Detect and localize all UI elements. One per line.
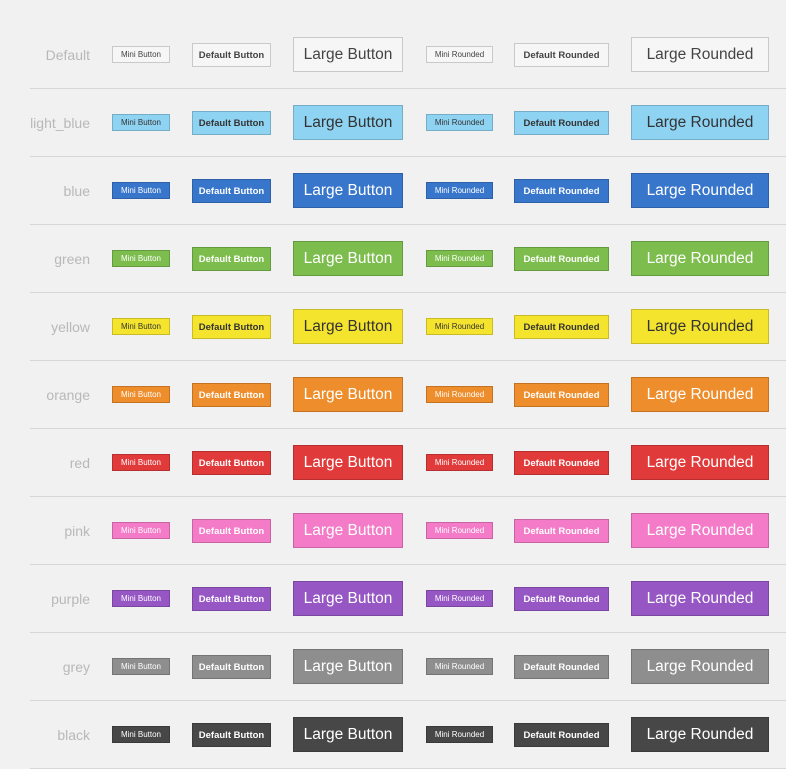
row-label: orange xyxy=(46,387,90,403)
large-button[interactable]: Large Button xyxy=(293,581,403,616)
default-rounded-button[interactable]: Default Rounded xyxy=(514,587,609,611)
mini-rounded-button[interactable]: Mini Rounded xyxy=(426,318,493,335)
button-row: purple Mini Button Default Button Large But… xyxy=(30,565,786,633)
default-button[interactable]: Default Button xyxy=(192,451,271,475)
large-rounded-button[interactable]: Large Rounded xyxy=(631,173,769,208)
mini-button[interactable]: Mini Button xyxy=(112,386,170,403)
mini-rounded-button[interactable]: Mini Rounded xyxy=(426,182,493,199)
button-row: pink Mini Button Default Button Large Butto… xyxy=(30,497,786,565)
button-row: red Mini Button Default Button Large Button… xyxy=(30,429,786,497)
default-rounded-button[interactable]: Default Rounded xyxy=(514,247,609,271)
large-rounded-button[interactable]: Large Rounded xyxy=(631,309,769,344)
mini-rounded-button[interactable]: Mini Rounded xyxy=(426,522,493,539)
mini-button[interactable]: Mini Button xyxy=(112,454,170,471)
mini-button[interactable]: Mini Button xyxy=(112,658,170,675)
large-button[interactable]: Large Button xyxy=(293,37,403,72)
button-row: light_blue Mini Button Default Button Large… xyxy=(30,89,786,157)
row-label: grey xyxy=(62,659,90,675)
row-label: red xyxy=(69,455,90,471)
button-row: Default Mini Button Default Button Large Bu… xyxy=(30,21,786,89)
button-row: blue Mini Button Default Button Large Butto… xyxy=(30,157,786,225)
large-rounded-button[interactable]: Large Rounded xyxy=(631,649,769,684)
row-label: Default xyxy=(45,47,90,63)
large-rounded-button[interactable]: Large Rounded xyxy=(631,581,769,616)
large-button[interactable]: Large Button xyxy=(293,445,403,480)
mini-rounded-button[interactable]: Mini Rounded xyxy=(426,386,493,403)
mini-rounded-button[interactable]: Mini Rounded xyxy=(426,454,493,471)
mini-button[interactable]: Mini Button xyxy=(112,318,170,335)
mini-button[interactable]: Mini Button xyxy=(112,522,170,539)
default-rounded-button[interactable]: Default Rounded xyxy=(514,315,609,339)
default-rounded-button[interactable]: Default Rounded xyxy=(514,451,609,475)
button-row: grey Mini Button Default Button Large Butto… xyxy=(30,633,786,701)
default-button[interactable]: Default Button xyxy=(192,43,271,67)
default-button[interactable]: Default Button xyxy=(192,655,271,679)
default-button[interactable]: Default Button xyxy=(192,383,271,407)
default-button[interactable]: Default Button xyxy=(192,315,271,339)
large-button[interactable]: Large Button xyxy=(293,309,403,344)
mini-rounded-button[interactable]: Mini Rounded xyxy=(426,726,493,743)
default-rounded-button[interactable]: Default Rounded xyxy=(514,111,609,135)
mini-button[interactable]: Mini Button xyxy=(112,590,170,607)
default-button[interactable]: Default Button xyxy=(192,519,271,543)
large-button[interactable]: Large Button xyxy=(293,377,403,412)
row-label: green xyxy=(54,251,90,267)
default-rounded-button[interactable]: Default Rounded xyxy=(514,179,609,203)
default-button[interactable]: Default Button xyxy=(192,587,271,611)
default-button[interactable]: Default Button xyxy=(192,723,271,747)
default-rounded-button[interactable]: Default Rounded xyxy=(514,655,609,679)
default-rounded-button[interactable]: Default Rounded xyxy=(514,519,609,543)
mini-button[interactable]: Mini Button xyxy=(112,182,170,199)
large-rounded-button[interactable]: Large Rounded xyxy=(631,37,769,72)
large-rounded-button[interactable]: Large Rounded xyxy=(631,241,769,276)
large-button[interactable]: Large Button xyxy=(293,717,403,752)
large-rounded-button[interactable]: Large Rounded xyxy=(631,105,769,140)
button-row: green Mini Button Default Button Large Butt… xyxy=(30,225,786,293)
default-button[interactable]: Default Button xyxy=(192,247,271,271)
default-rounded-button[interactable]: Default Rounded xyxy=(514,43,609,67)
mini-rounded-button[interactable]: Mini Rounded xyxy=(426,250,493,267)
mini-button[interactable]: Mini Button xyxy=(112,726,170,743)
default-button[interactable]: Default Button xyxy=(192,111,271,135)
default-button[interactable]: Default Button xyxy=(192,179,271,203)
row-label: black xyxy=(57,727,90,743)
button-row: orange Mini Button Default Button Large But… xyxy=(30,361,786,429)
mini-rounded-button[interactable]: Mini Rounded xyxy=(426,46,493,63)
mini-button[interactable]: Mini Button xyxy=(112,114,170,131)
row-label: blue xyxy=(63,183,90,199)
large-rounded-button[interactable]: Large Rounded xyxy=(631,445,769,480)
button-row: yellow Mini Button Default Button Large But… xyxy=(30,293,786,361)
default-rounded-button[interactable]: Default Rounded xyxy=(514,383,609,407)
large-rounded-button[interactable]: Large Rounded xyxy=(631,377,769,412)
row-label: yellow xyxy=(51,319,90,335)
large-button[interactable]: Large Button xyxy=(293,105,403,140)
mini-rounded-button[interactable]: Mini Rounded xyxy=(426,590,493,607)
large-button[interactable]: Large Button xyxy=(293,241,403,276)
button-row: black Mini Button Default Button Large Butt… xyxy=(30,701,786,769)
large-button[interactable]: Large Button xyxy=(293,649,403,684)
mini-button[interactable]: Mini Button xyxy=(112,46,170,63)
large-rounded-button[interactable]: Large Rounded xyxy=(631,717,769,752)
default-rounded-button[interactable]: Default Rounded xyxy=(514,723,609,747)
large-button[interactable]: Large Button xyxy=(293,513,403,548)
row-label: light_blue xyxy=(30,115,90,131)
mini-button[interactable]: Mini Button xyxy=(112,250,170,267)
mini-rounded-button[interactable]: Mini Rounded xyxy=(426,658,493,675)
large-button[interactable]: Large Button xyxy=(293,173,403,208)
mini-rounded-button[interactable]: Mini Rounded xyxy=(426,114,493,131)
row-label: pink xyxy=(64,523,90,539)
row-label: purple xyxy=(51,591,90,607)
large-rounded-button[interactable]: Large Rounded xyxy=(631,513,769,548)
